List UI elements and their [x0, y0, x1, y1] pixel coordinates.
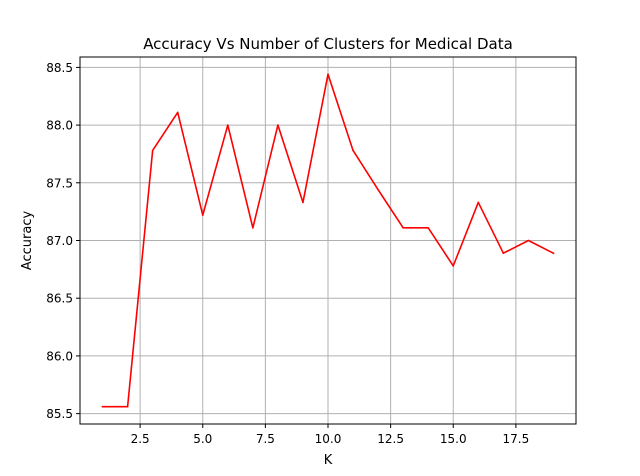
y-tick-label: 85.5	[46, 407, 73, 421]
data-point	[477, 201, 480, 204]
y-tick-label: 86.0	[46, 349, 73, 363]
data-point	[201, 214, 204, 216]
data-point	[377, 188, 379, 191]
x-axis-ticks: 2.5 5.0 7.5 10.0 12.5 15.0 17.5	[131, 424, 530, 446]
data-point	[352, 149, 354, 152]
data-point	[126, 405, 129, 408]
y-tick-label: 87.0	[46, 234, 73, 248]
data-point	[552, 252, 555, 254]
data-point	[452, 265, 455, 267]
data-point	[427, 227, 430, 229]
y-tick-label: 88.0	[46, 119, 73, 133]
x-tick-label: 5.0	[193, 432, 212, 446]
data-point	[402, 227, 404, 229]
y-tick-label: 87.5	[46, 176, 73, 190]
data-point	[327, 73, 329, 76]
y-tick-label: 88.5	[46, 61, 73, 75]
y-axis-ticks: 85.5 86.0 86.5 87.0 87.5 88.0 88.5	[46, 61, 80, 421]
y-axis-label: Accuracy	[20, 211, 35, 271]
y-tick-label: 86.5	[46, 292, 73, 306]
data-point	[527, 239, 530, 242]
data-point	[226, 124, 229, 126]
grid-lines	[80, 57, 576, 424]
data-point	[101, 405, 104, 408]
data-point	[302, 201, 304, 204]
data-point	[277, 124, 279, 126]
x-tick-label: 7.5	[256, 432, 275, 446]
x-tick-label: 15.0	[440, 432, 467, 446]
data-point	[176, 111, 179, 114]
x-tick-label: 17.5	[503, 432, 530, 446]
x-tick-label: 12.5	[377, 432, 404, 446]
x-axis-label: K	[324, 453, 333, 468]
x-tick-label: 10.0	[315, 432, 342, 446]
x-tick-label: 2.5	[131, 432, 150, 446]
chart-title: Accuracy Vs Number of Clusters for Medic…	[143, 35, 513, 53]
data-point	[151, 149, 154, 152]
series-layer	[101, 73, 555, 408]
data-point	[252, 227, 254, 229]
data-point	[502, 252, 505, 254]
